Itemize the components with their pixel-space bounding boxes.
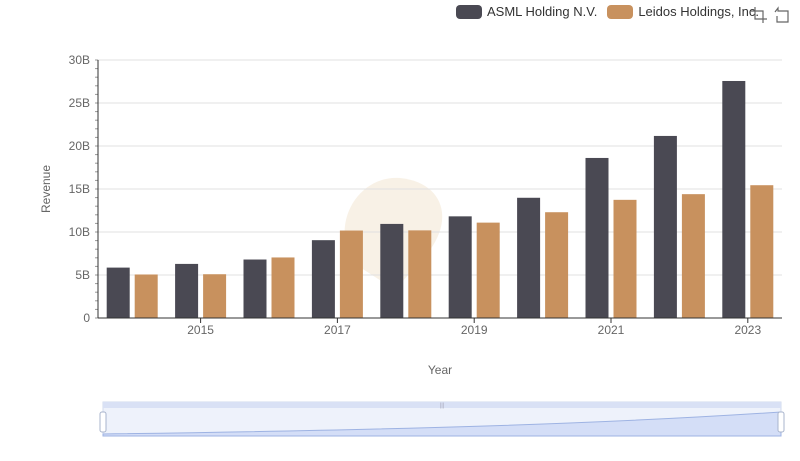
legend-swatch — [456, 4, 482, 19]
slider-top-bar — [103, 402, 781, 408]
y-tick-label: 15B — [69, 182, 90, 196]
bar — [545, 212, 569, 318]
bar — [271, 257, 295, 318]
bar — [722, 80, 746, 318]
bar — [203, 274, 227, 318]
zoom-icon[interactable] — [750, 6, 768, 24]
y-tick-label: 10B — [69, 225, 90, 239]
bar — [681, 194, 705, 318]
y-tick-label: 25B — [69, 96, 90, 110]
bars — [106, 80, 774, 318]
x-tick-label: 2019 — [461, 323, 488, 337]
x-tick-label: 2021 — [598, 323, 625, 337]
y-axis-title: Revenue — [39, 165, 53, 213]
y-tick-label: 30B — [69, 53, 90, 67]
bar — [311, 240, 335, 318]
slider-handle-right — [777, 411, 785, 433]
toolbox — [746, 6, 790, 24]
x-axis: 2015 2017 2019 2021 2023 — [98, 317, 782, 337]
bar — [613, 199, 637, 318]
bar — [339, 230, 363, 318]
y-tick-label: 20B — [69, 139, 90, 153]
legend: ASML Holding N.V. Leidos Holdings, Inc. — [456, 4, 769, 19]
legend-swatch — [607, 4, 634, 19]
bar — [408, 230, 432, 318]
data-zoom-slider[interactable]: ||| — [99, 401, 785, 437]
x-axis-title: Year — [428, 363, 452, 377]
bar — [175, 263, 199, 318]
y-axis: 0 5B 10B 15B 20B 25B 30B — [69, 53, 99, 325]
bar — [585, 157, 609, 318]
legend-item-asml[interactable]: ASML Holding N.V. — [456, 4, 597, 19]
x-tick-label: 2015 — [187, 323, 214, 337]
slider-preview-area — [102, 411, 782, 437]
x-tick-label: 2023 — [734, 323, 761, 337]
bar — [476, 222, 500, 318]
legend-label: ASML Holding N.V. — [487, 4, 598, 19]
legend-label: Leidos Holdings, Inc. — [638, 4, 760, 19]
y-tick-label: 0 — [83, 311, 90, 325]
bar — [106, 267, 130, 318]
restore-icon[interactable] — [772, 6, 790, 24]
y-tick-label: 5B — [75, 268, 90, 282]
slider-grip: ||| — [440, 403, 445, 409]
gridlines — [98, 59, 782, 319]
bar — [380, 223, 404, 318]
slider-handle-left — [99, 411, 107, 433]
bar — [448, 216, 472, 318]
bar — [517, 197, 541, 318]
bar — [653, 135, 677, 318]
bar — [243, 259, 267, 318]
bar — [134, 274, 158, 318]
x-tick-label: 2017 — [324, 323, 351, 337]
legend-item-leidos[interactable]: Leidos Holdings, Inc. — [607, 4, 759, 19]
bar — [750, 185, 774, 318]
